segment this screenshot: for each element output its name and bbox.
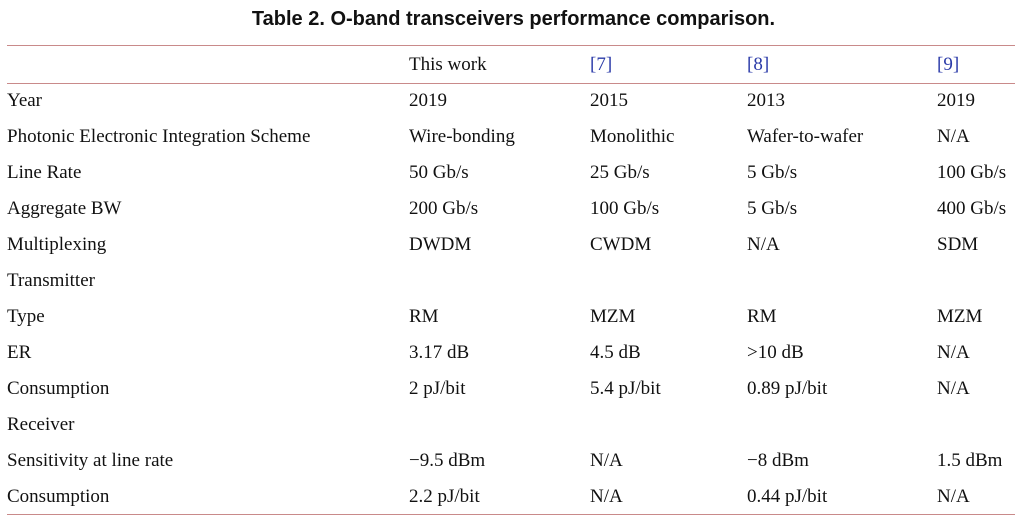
- table-row-tx-type: Type RM MZM RM MZM: [7, 299, 1017, 335]
- table-cell: Wafer-to-wafer: [747, 126, 864, 147]
- table-cell: 2013: [747, 90, 785, 111]
- row-label: Multiplexing: [7, 234, 107, 255]
- table-cell: SDM: [937, 234, 979, 255]
- table-cell: 200 Gb/s: [409, 198, 479, 219]
- table-row-integration: Photonic Electronic Integration Scheme W…: [7, 119, 1017, 155]
- table-row-rx-sensitivity: Sensitivity at line rate −9.5 dBm N/A −8…: [7, 443, 1017, 479]
- table-cell: N/A: [937, 342, 970, 363]
- table-cell: 50 Gb/s: [409, 162, 469, 183]
- table-row-tx-consumption: Consumption 2 pJ/bit 5.4 pJ/bit 0.89 pJ/…: [7, 371, 1017, 407]
- table-cell: 2015: [590, 90, 628, 111]
- table-cell: −8 dBm: [747, 450, 809, 471]
- table-cell: 1.5 dBm: [937, 450, 1003, 471]
- table-cell: N/A: [937, 126, 970, 147]
- header-ref-9-link[interactable]: [9]: [937, 54, 960, 75]
- table-row-aggregate-bw: Aggregate BW 200 Gb/s 100 Gb/s 5 Gb/s 40…: [7, 191, 1017, 227]
- table-cell: N/A: [590, 486, 623, 507]
- table-row-year: Year 2019 2015 2013 2019: [7, 83, 1017, 119]
- table-cell: 100 Gb/s: [590, 198, 660, 219]
- table-cell: MZM: [937, 306, 983, 327]
- table-row-line-rate: Line Rate 50 Gb/s 25 Gb/s 5 Gb/s 100 Gb/…: [7, 155, 1017, 191]
- row-label: Consumption: [7, 378, 110, 399]
- table-cell: CWDM: [590, 234, 652, 255]
- table-cell: 400 Gb/s: [937, 198, 1007, 219]
- table-cell: 2019: [937, 90, 975, 111]
- table-cell: 5.4 pJ/bit: [590, 378, 661, 399]
- row-label: Photonic Electronic Integration Scheme: [7, 126, 311, 147]
- table-cell: N/A: [937, 486, 970, 507]
- header-row: This work [7] [8] [9]: [7, 47, 1017, 83]
- table-cell: 4.5 dB: [590, 342, 641, 363]
- section-heading-receiver: Receiver: [7, 414, 75, 435]
- row-label: Year: [7, 90, 43, 111]
- table-cell: RM: [409, 306, 439, 327]
- row-label: Consumption: [7, 486, 110, 507]
- table-cell: 5 Gb/s: [747, 162, 798, 183]
- table-cell: MZM: [590, 306, 636, 327]
- table-cell: RM: [747, 306, 777, 327]
- table-caption: Table 2. O-band transceivers performance…: [251, 8, 776, 30]
- table-cell: 25 Gb/s: [590, 162, 650, 183]
- table-cell: 2 pJ/bit: [409, 378, 466, 399]
- table-row-tx-er: ER 3.17 dB 4.5 dB >10 dB N/A: [7, 335, 1017, 371]
- header-this-work: This work: [409, 54, 487, 75]
- row-label: Line Rate: [7, 162, 82, 183]
- table-cell: N/A: [747, 234, 780, 255]
- table-cell: N/A: [590, 450, 623, 471]
- row-label: Aggregate BW: [7, 198, 122, 219]
- table-cell: 5 Gb/s: [747, 198, 798, 219]
- table-cell: DWDM: [409, 234, 472, 255]
- row-label: ER: [7, 342, 32, 363]
- header-ref-7-link[interactable]: [7]: [590, 54, 613, 75]
- table-cell: >10 dB: [747, 342, 804, 363]
- header-cell-empty: [7, 47, 409, 83]
- section-row-transmitter: Transmitter: [7, 263, 1017, 299]
- comparison-table: This work [7] [8] [9] Year 2019 2015 201…: [7, 47, 1017, 515]
- table-cell: 100 Gb/s: [937, 162, 1007, 183]
- header-rule: [7, 83, 1015, 84]
- table-cell: 0.44 pJ/bit: [747, 486, 828, 507]
- row-label: Type: [7, 306, 45, 327]
- bottom-rule: [7, 514, 1015, 515]
- table-cell: 3.17 dB: [409, 342, 470, 363]
- table-row-multiplexing: Multiplexing DWDM CWDM N/A SDM: [7, 227, 1017, 263]
- section-row-receiver: Receiver: [7, 407, 1017, 443]
- section-heading-transmitter: Transmitter: [7, 270, 95, 291]
- table-row-rx-consumption: Consumption 2.2 pJ/bit N/A 0.44 pJ/bit N…: [7, 479, 1017, 515]
- table-cell: Monolithic: [590, 126, 675, 147]
- table-cell: 2.2 pJ/bit: [409, 486, 480, 507]
- table-cell: 0.89 pJ/bit: [747, 378, 828, 399]
- table-cell: Wire-bonding: [409, 126, 515, 147]
- header-ref-8-link[interactable]: [8]: [747, 54, 770, 75]
- table-cell: −9.5 dBm: [409, 450, 486, 471]
- row-label: Sensitivity at line rate: [7, 450, 174, 471]
- top-rule: [7, 45, 1015, 46]
- table-cell: 2019: [409, 90, 447, 111]
- table-cell: N/A: [937, 378, 970, 399]
